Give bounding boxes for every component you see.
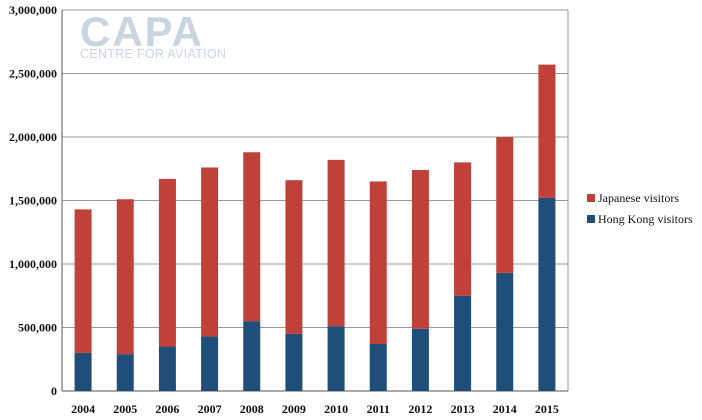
x-tick-label: 2009 [282,402,306,416]
x-tick-label: 2011 [367,402,390,416]
x-tick-label: 2014 [493,402,517,416]
bar-segment-hong-kong-2014 [496,272,514,391]
bar-segment-japanese-2006 [158,178,176,347]
legend-label: Japanese visitors [598,191,679,205]
bar-segment-japanese-2009 [285,180,303,334]
legend-swatch [587,194,595,202]
bar-segment-japanese-2007 [201,167,219,337]
x-tick-label: 2015 [535,402,559,416]
legend-label: Hong Kong visitors [598,212,693,226]
bar-segment-hong-kong-2015 [538,197,556,391]
bar-segment-hong-kong-2013 [454,295,472,391]
logo-name: CAPA [80,8,204,55]
gridlines [61,9,569,392]
x-tick-label: 2013 [451,402,475,416]
bar-segment-hong-kong-2012 [411,328,429,391]
bar-segment-hong-kong-2006 [158,346,176,391]
bar-segment-japanese-2013 [454,162,472,296]
bars [74,64,556,391]
bar-segment-japanese-2005 [116,199,134,355]
bar-segment-hong-kong-2005 [116,354,134,391]
logo-tagline: CENTRE FOR AVIATION [80,47,226,61]
x-tick-label: 2010 [324,402,348,416]
y-tick-label: 2,500,000 [9,67,57,81]
x-tick-label: 2005 [113,402,137,416]
x-tick-label: 2008 [240,402,264,416]
bar-segment-japanese-2014 [496,137,514,273]
bar-segment-japanese-2010 [327,159,345,327]
y-tick-label: 500,000 [18,321,57,335]
bar-segment-hong-kong-2010 [327,326,345,391]
y-tick-label: 0 [51,384,57,398]
bar-segment-hong-kong-2008 [243,321,261,391]
bar-segment-japanese-2011 [369,181,387,345]
x-tick-label: 2006 [155,402,179,416]
y-axis-ticks: 0 500,000 1,000,000 1,500,000 2,000,000 2,500… [9,3,57,398]
bar-segment-japanese-2004 [74,209,92,353]
bar-segment-japanese-2008 [243,152,261,322]
x-tick-label: 2012 [408,402,432,416]
capa-logo: CAPA CENTRE FOR AVIATION [80,8,226,61]
bar-segment-hong-kong-2011 [369,344,387,391]
y-tick-label: 2,000,000 [9,130,57,144]
bar-segment-hong-kong-2004 [74,352,92,391]
bar-segment-hong-kong-2009 [285,333,303,391]
y-tick-label: 1,000,000 [9,257,57,271]
y-tick-label: 3,000,000 [9,3,57,17]
x-tick-label: 2007 [198,402,222,416]
bar-segment-japanese-2015 [538,64,556,198]
y-tick-label: 1,500,000 [9,194,57,208]
bar-segment-japanese-2012 [411,170,429,329]
legend-swatch [587,215,595,223]
bar-segment-hong-kong-2007 [201,336,219,391]
legend: Japanese visitors Hong Kong visitors [587,191,693,226]
x-tick-label: 2004 [71,402,95,416]
x-axis-ticks: 2004 2005 2006 2007 2008 2009 2010 2011 2012 2013… [71,402,559,416]
